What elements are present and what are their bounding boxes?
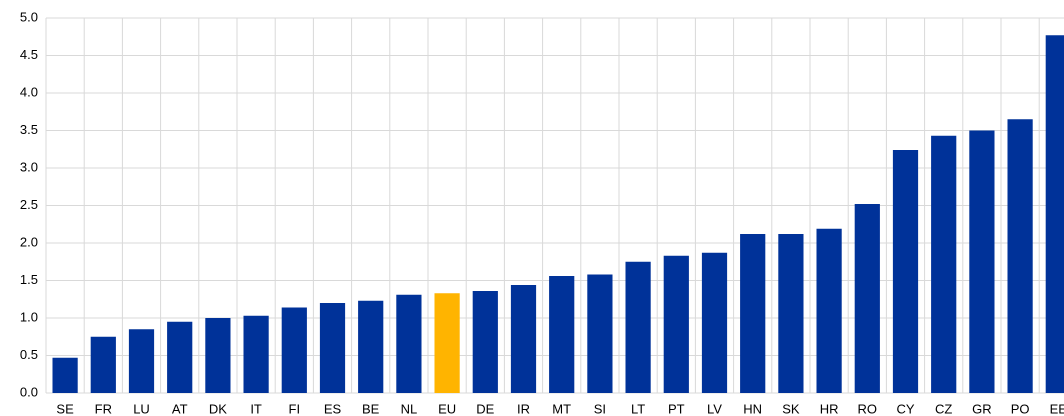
- bar: [740, 234, 766, 393]
- x-tick-label: AT: [172, 401, 188, 416]
- bar: [434, 293, 460, 393]
- x-tick-label: HR: [820, 401, 839, 416]
- x-tick-label: GR: [972, 401, 992, 416]
- bar: [854, 204, 880, 393]
- x-tick-label: LU: [133, 401, 150, 416]
- x-tick-label: EU: [438, 401, 456, 416]
- x-tick-label: LT: [631, 401, 645, 416]
- bar: [892, 150, 919, 393]
- y-tick-label: 4.0: [20, 84, 38, 99]
- x-tick-label: SK: [782, 401, 800, 416]
- x-tick-label: FI: [289, 401, 301, 416]
- x-tick-label: SI: [594, 401, 606, 416]
- bar: [243, 315, 269, 393]
- y-tick-label: 1.0: [20, 309, 38, 324]
- bar: [205, 318, 231, 393]
- x-tick-label: PO: [1011, 401, 1030, 416]
- bar: [778, 234, 804, 393]
- bar: [701, 252, 728, 393]
- x-tick-label: ES: [324, 401, 342, 416]
- bar: [1007, 119, 1033, 393]
- x-tick-label: NL: [401, 401, 418, 416]
- x-tick-label: RO: [858, 401, 878, 416]
- bar: [472, 291, 498, 393]
- bar: [52, 357, 78, 393]
- y-tick-label: 5.0: [20, 9, 38, 24]
- y-tick-label: 2.0: [20, 234, 38, 249]
- x-tick-label: HN: [743, 401, 762, 416]
- x-tick-label: BE: [362, 401, 380, 416]
- bar: [931, 135, 957, 393]
- y-tick-label: 3.0: [20, 159, 38, 174]
- bar: [128, 329, 155, 393]
- y-tick-label: 0.5: [20, 347, 38, 362]
- bar: [319, 303, 346, 393]
- x-tick-label: PT: [668, 401, 685, 416]
- bar: [587, 274, 613, 393]
- x-tick-label: SE: [56, 401, 74, 416]
- y-tick-label: 2.5: [20, 197, 38, 212]
- x-tick-label: CZ: [935, 401, 952, 416]
- x-tick-label: FR: [95, 401, 112, 416]
- bar: [969, 130, 995, 393]
- x-tick-label: CY: [896, 401, 914, 416]
- bar: [281, 307, 307, 393]
- bar: [167, 321, 193, 393]
- y-tick-label: 4.5: [20, 47, 38, 62]
- bar: [625, 261, 651, 393]
- bar: [358, 300, 384, 393]
- bar: [510, 285, 537, 393]
- bar: [549, 276, 575, 393]
- y-tick-label: 1.5: [20, 272, 38, 287]
- y-tick-label: 3.5: [20, 122, 38, 137]
- bar: [663, 255, 689, 393]
- bar: [1045, 35, 1064, 393]
- y-tick-label: 0.0: [20, 384, 38, 399]
- bar: [90, 336, 116, 393]
- bar: [396, 294, 422, 393]
- x-tick-label: IT: [250, 401, 262, 416]
- x-tick-label: EE: [1050, 401, 1064, 416]
- x-tick-label: DE: [476, 401, 494, 416]
- x-tick-label: DK: [209, 401, 227, 416]
- x-tick-label: MT: [552, 401, 571, 416]
- bar: [816, 228, 842, 393]
- x-tick-label: IR: [517, 401, 530, 416]
- x-tick-label: LV: [707, 401, 722, 416]
